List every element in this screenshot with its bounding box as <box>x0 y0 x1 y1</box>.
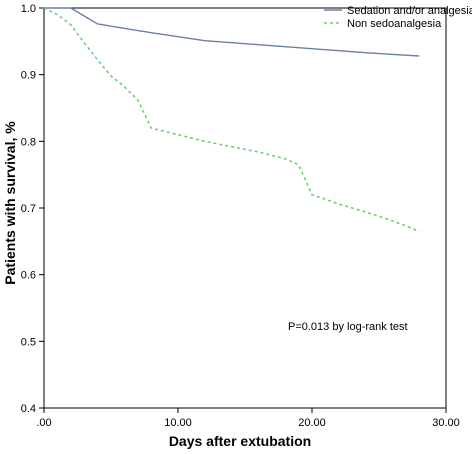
series-line-sedation <box>44 7 420 57</box>
y-axis-title: Patients with survival, % <box>2 121 18 285</box>
annotation-text: P=0.013 by log-rank test <box>288 321 408 333</box>
x-tick-label: 10.00 <box>164 417 192 429</box>
y-tick-label: 0.6 <box>21 270 36 282</box>
x-tick-label: 30.00 <box>432 417 460 429</box>
x-tick-label: .00 <box>36 417 51 429</box>
y-tick-label: 0.4 <box>21 403 36 415</box>
series-layer <box>43 7 420 233</box>
legend-label: Sedation and/or analgesia <box>347 5 472 17</box>
y-tick-label: 0.5 <box>21 336 36 348</box>
y-tick-label: 1.0 <box>21 3 36 15</box>
y-tick-label: 0.8 <box>21 136 36 148</box>
y-axis-ticks: 0.4 0.5 0.6 0.7 0.8 0.9 1.0 <box>21 3 44 415</box>
y-tick-label: 0.7 <box>21 203 36 215</box>
y-tick-label: 0.9 <box>21 70 36 82</box>
series-line-non-sedoanalgesia <box>43 7 420 233</box>
x-axis-title: Days after extubation <box>169 433 311 449</box>
legend-label: Non sedoanalgesia <box>347 18 442 30</box>
x-axis-ticks: .00 10.00 20.00 30.00 <box>36 408 460 429</box>
x-tick-label: 20.00 <box>298 417 326 429</box>
